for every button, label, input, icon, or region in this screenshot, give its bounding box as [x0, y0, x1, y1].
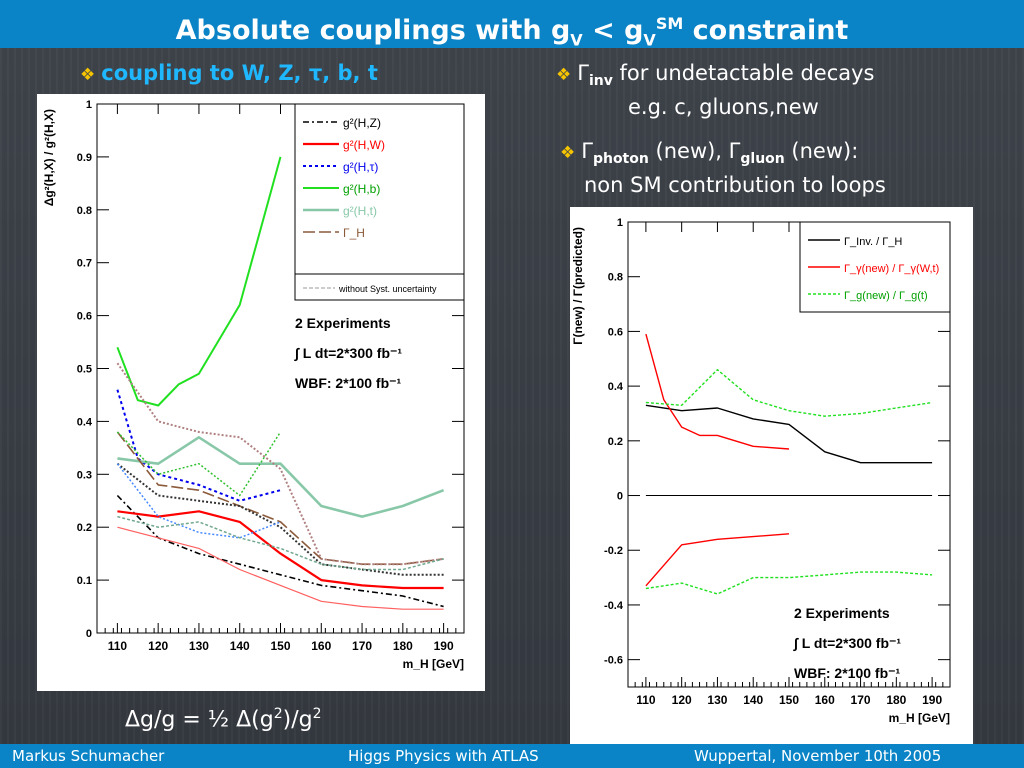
- series-line: [117, 526, 444, 610]
- x-axis-label: m_H [GeV]: [403, 657, 464, 671]
- y-tick-label: 1: [86, 99, 92, 111]
- series-line: [645, 368, 933, 417]
- y-tick-label: 0: [86, 628, 92, 640]
- x-tick-label: 170: [851, 693, 871, 707]
- x-tick-label: 130: [189, 639, 209, 653]
- footer-place-date: Wuppertal, November 10th 2005: [694, 747, 942, 765]
- y-tick-label: 0.7: [77, 258, 92, 270]
- series-line: [117, 515, 444, 571]
- series-group: [116, 156, 445, 610]
- y-tick-label: 1: [617, 217, 623, 229]
- legend-label: Γ_H: [343, 226, 365, 240]
- bullet-icon: ❖: [556, 65, 572, 85]
- bullet-icon: ❖: [560, 143, 576, 163]
- series-line: [117, 510, 444, 590]
- series-line: [645, 404, 933, 464]
- formula: Δg/g = ½ Δ(g2)/g2: [125, 706, 322, 733]
- x-tick-label: 110: [108, 639, 128, 653]
- x-tick-label: 180: [393, 639, 413, 653]
- title-bar: Absolute couplings with gV < gVSM constr…: [0, 0, 1024, 49]
- y-tick-label: -0.6: [604, 655, 623, 667]
- legend-label: g²(H,W): [343, 138, 385, 152]
- chart-annotation: ∫ L dt=2*300 fb⁻¹: [294, 345, 402, 362]
- y-tick-label: 0.8: [77, 205, 92, 217]
- legend-label: Γ_Inv. / Γ_H: [844, 236, 902, 248]
- chart-annotation: 2 Experiments: [295, 315, 391, 331]
- x-tick-label: 140: [743, 693, 763, 707]
- legend-label: g²(H,b): [343, 182, 380, 196]
- y-tick-label: 0.4: [608, 381, 624, 393]
- legend-label: Γ_g(new) / Γ_g(t): [844, 290, 928, 302]
- x-tick-label: 110: [636, 693, 656, 707]
- x-tick-label: 150: [270, 639, 290, 653]
- legend-label: g²(H,Z): [343, 116, 381, 130]
- right-bullet-2: ❖ Γphoton (new), Γgluon (new):: [560, 139, 859, 168]
- y-axis-label: Δg²(H,X) / g²(H,X): [42, 109, 56, 206]
- legend-box: [294, 103, 465, 301]
- x-tick-label: 170: [352, 639, 372, 653]
- right-chart-panel: 110 120 130 140 150 160 170 180 190 -0.6 -0.4 -0.2 0…: [570, 207, 973, 744]
- series-group: [645, 333, 933, 595]
- series-line: [116, 431, 444, 566]
- series-line: [645, 571, 933, 595]
- y-tick-label: 0.8: [608, 272, 623, 284]
- footer-talk: Higgs Physics with ATLAS: [348, 747, 539, 765]
- slide-title: Absolute couplings with gV < gVSM constr…: [175, 14, 849, 50]
- series-line: [116, 462, 444, 576]
- chart-annotation: ∫ L dt=2*300 fb⁻¹: [793, 635, 901, 652]
- x-tick-label: 190: [434, 639, 454, 653]
- series-line: [116, 463, 281, 539]
- x-tick-label: 120: [672, 693, 692, 707]
- x-tick-label: 140: [230, 639, 250, 653]
- y-tick-label: -0.2: [604, 545, 623, 557]
- x-tick-label: 120: [148, 639, 168, 653]
- y-tick-label: -0.4: [604, 600, 624, 612]
- series-line: [116, 156, 282, 407]
- y-tick-label: 0.6: [77, 311, 92, 323]
- series-line: [116, 362, 444, 566]
- y-tick-label: 0.2: [77, 522, 92, 534]
- footer-bar: Markus Schumacher Higgs Physics with ATL…: [0, 744, 1024, 768]
- x-tick-label: 130: [707, 693, 727, 707]
- left-heading: ❖ coupling to W, Z, τ, b, t: [80, 61, 378, 85]
- y-axis-label: Γ(new) / Γ(predicted): [571, 227, 585, 345]
- y-tick-label: 0: [617, 491, 623, 503]
- y-tick-label: 0.1: [77, 575, 92, 587]
- y-tick-label: 0.9: [77, 152, 92, 164]
- x-tick-label: 150: [779, 693, 799, 707]
- chart-annotation: WBF: 2*100 fb⁻¹: [794, 665, 901, 681]
- left-chart-panel: 110 120 130 140 150 160 170 180 190 0 0.1 0.2 0.3 0.4…: [37, 94, 485, 691]
- left-chart: 110 120 130 140 150 160 170 180 190 0 0.1 0.2 0.3 0.4…: [42, 99, 465, 671]
- x-tick-label: 190: [922, 693, 942, 707]
- legend-label: g²(H,τ): [343, 160, 378, 174]
- y-tick-label: 0.6: [608, 326, 623, 338]
- series-line: [116, 431, 282, 497]
- series-line: [116, 494, 444, 608]
- chart-annotation: WBF: 2*100 fb⁻¹: [295, 375, 402, 391]
- chart-annotation: 2 Experiments: [794, 605, 890, 621]
- right-bullet-2-line2: non SM contribution to loops: [584, 173, 886, 197]
- footer-author: Markus Schumacher: [12, 747, 165, 765]
- y-tick-label: 0.5: [77, 364, 92, 376]
- x-tick-label: 160: [815, 693, 835, 707]
- bullet-icon: ❖: [80, 65, 96, 85]
- y-tick-label: 0.2: [608, 436, 623, 448]
- x-tick-label: 160: [311, 639, 331, 653]
- series-line: [117, 435, 445, 518]
- y-tick-label: 0.4: [77, 416, 93, 428]
- legend-label: Γ_γ(new) / Γ_γ(W,t): [844, 263, 939, 275]
- series-line: [116, 389, 281, 502]
- right-bullet-1: ❖ Γinv for undetactable decays: [556, 61, 875, 90]
- right-chart: 110 120 130 140 150 160 170 180 190 -0.6 -0.4 -0.2 0…: [571, 217, 951, 725]
- legend-label: g²(H,t): [343, 204, 377, 218]
- right-bullet-1-line2: e.g. c, gluons,new: [628, 95, 819, 119]
- x-axis-label: m_H [GeV]: [889, 711, 950, 725]
- legend-note: without Syst. uncertainty: [338, 284, 437, 294]
- y-tick-label: 0.3: [77, 469, 92, 481]
- x-tick-label: 180: [886, 693, 906, 707]
- series-line: [645, 533, 790, 587]
- series-line: [645, 333, 790, 450]
